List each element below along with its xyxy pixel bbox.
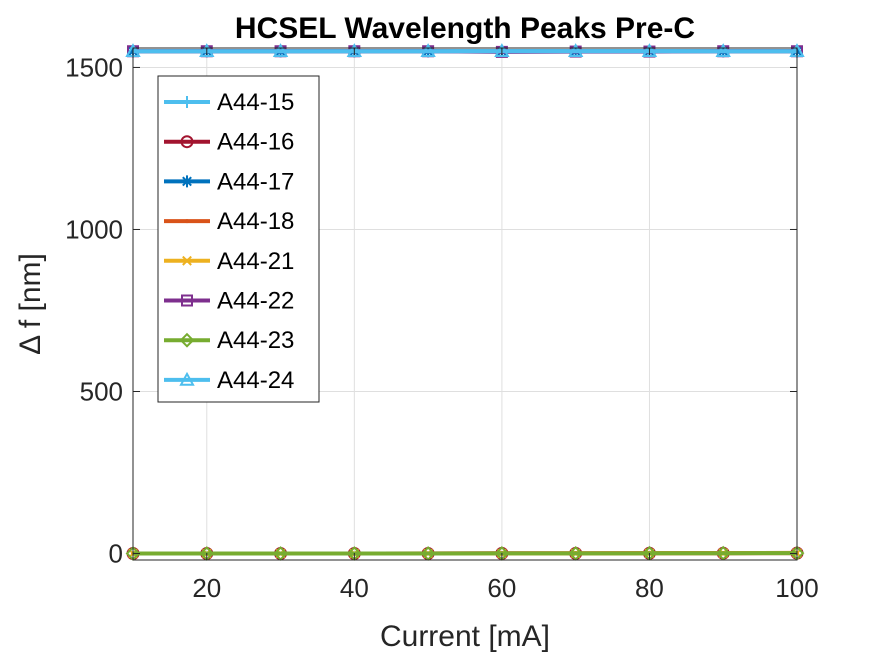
data-point — [272, 43, 289, 58]
data-point — [199, 43, 215, 58]
legend-label: A44-18 — [217, 208, 294, 235]
legend-item: A44-18 — [164, 208, 294, 235]
legend-marker — [179, 332, 195, 348]
x-tick-label: 80 — [635, 573, 664, 603]
x-tick-label: 20 — [192, 573, 221, 603]
data-point — [715, 545, 731, 561]
legend-marker — [181, 96, 193, 108]
x-tick-label: 60 — [487, 573, 516, 603]
y-tick-label: 1500 — [65, 52, 123, 82]
y-axis-title: Δ f [nm] — [14, 253, 47, 355]
series-A44-24 — [125, 43, 805, 58]
legend-item: A44-16 — [164, 129, 294, 156]
legend: A44-15 A44-16 A44-17 A44-18 A44-21 A44-22 A44-… — [157, 75, 320, 403]
y-tick-label: 500 — [80, 376, 123, 406]
legend-label: A44-15 — [217, 89, 294, 116]
legend-label: A44-22 — [217, 288, 294, 315]
legend-item: A44-21 — [164, 248, 294, 275]
legend-marker — [180, 135, 194, 149]
legend-label: A44-17 — [217, 168, 294, 195]
legend-label: A44-24 — [217, 367, 294, 394]
data-point — [494, 43, 510, 58]
legend-marker — [181, 175, 193, 188]
legend-item: A44-22 — [164, 288, 294, 315]
plot-frame — [132, 47, 798, 561]
x-tick-label: 40 — [340, 573, 369, 603]
legend-marker — [182, 255, 192, 266]
legend-item: A44-15 — [164, 89, 294, 116]
legend-item: A44-17 — [164, 168, 294, 195]
legend-item: A44-24 — [164, 367, 294, 394]
legend-marker — [185, 219, 189, 224]
data-point — [641, 43, 658, 58]
y-tick-label: 1000 — [65, 214, 123, 244]
data-point — [567, 43, 584, 58]
legend-marker — [181, 294, 193, 307]
data-point — [346, 43, 363, 58]
data-point — [715, 43, 731, 58]
legend-box — [157, 75, 320, 403]
y-tick-label: 0 — [109, 539, 123, 569]
data-point — [568, 545, 584, 561]
legend-label: A44-23 — [217, 327, 294, 354]
x-axis-title: Current [mA] — [380, 620, 550, 653]
data-point — [420, 43, 436, 58]
legend-label: A44-21 — [217, 248, 294, 275]
legend-label: A44-16 — [217, 129, 294, 156]
legend-marker — [179, 371, 195, 386]
chart-title: HCSEL Wavelength Peaks Pre-C — [235, 12, 695, 45]
legend-item: A44-23 — [164, 327, 294, 354]
x-tick-label: 100 — [775, 573, 818, 603]
